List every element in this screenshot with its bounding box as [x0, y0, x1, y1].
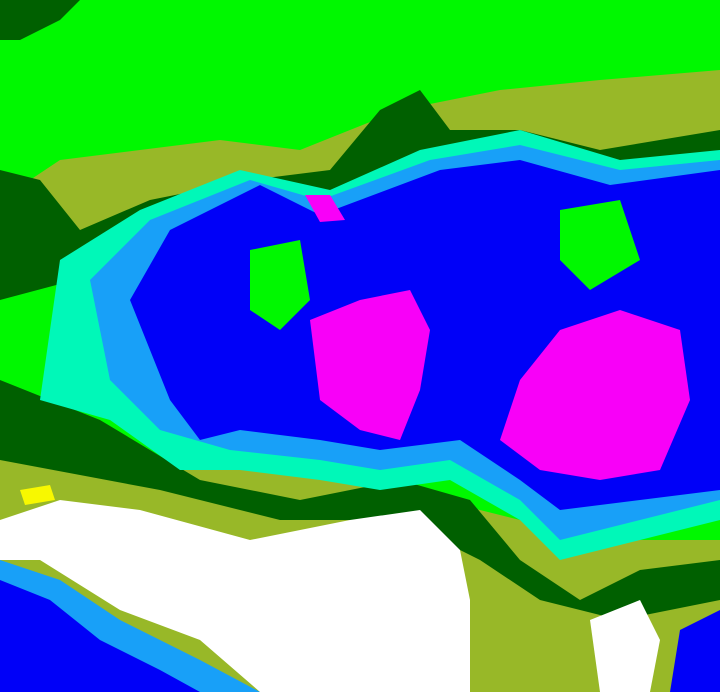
dark-green-corner [0, 0, 80, 40]
yellow-patch [20, 485, 55, 505]
clear-gap-1 [250, 240, 310, 330]
cold-core-3 [305, 195, 345, 222]
cloud-lower-left-blue [0, 580, 200, 692]
clear-gap-2 [560, 200, 640, 290]
dark-green-band-lower [0, 380, 720, 620]
cold-core-2 [500, 310, 690, 480]
blue-corner-lower-right [670, 610, 720, 692]
cold-core-1 [310, 290, 430, 440]
bright-area-white-right [590, 600, 660, 692]
bright-area-white [0, 500, 470, 692]
